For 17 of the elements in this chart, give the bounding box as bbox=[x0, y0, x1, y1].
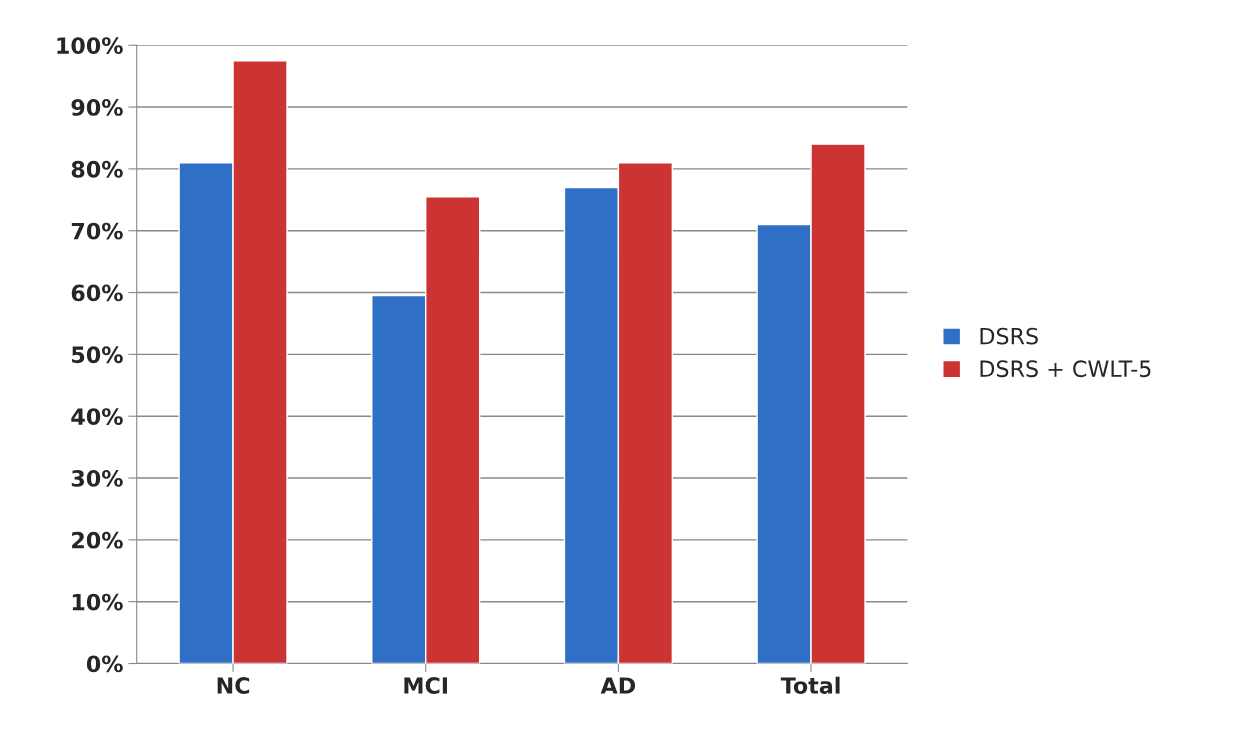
y-tick-label: 50% bbox=[72, 346, 123, 364]
legend-label: DSRS bbox=[980, 327, 1038, 345]
y-tick-label: 100% bbox=[57, 37, 123, 54]
x-tick-label: Total bbox=[780, 676, 840, 694]
y-tick-label: 0% bbox=[86, 655, 123, 673]
x-tick-label: AD bbox=[600, 677, 636, 694]
y-tick-label: 60% bbox=[71, 284, 123, 302]
y-tick-label: 10% bbox=[72, 593, 123, 611]
x-tick-label: NC bbox=[217, 677, 250, 694]
legend-label: DSRS + CWLT-5 bbox=[980, 360, 1151, 378]
y-tick-label: 40% bbox=[71, 408, 123, 425]
y-tick-label: 90% bbox=[71, 99, 123, 116]
x-tick-label: MCI bbox=[404, 677, 448, 694]
y-tick-label: 70% bbox=[71, 222, 123, 240]
y-tick-label: 80% bbox=[71, 160, 123, 178]
y-tick-label: 20% bbox=[72, 531, 123, 549]
y-tick-label: 30% bbox=[71, 469, 123, 487]
